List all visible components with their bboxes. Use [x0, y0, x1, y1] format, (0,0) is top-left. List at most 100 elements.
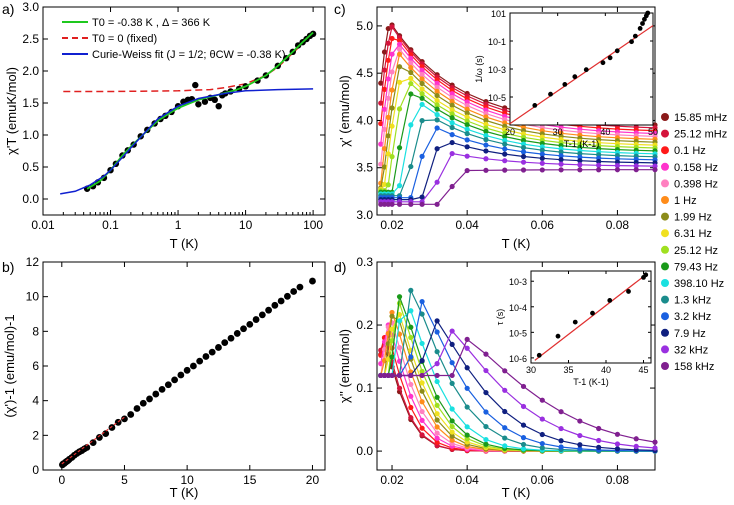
series-line-curie-weiss — [60, 88, 314, 195]
y-tick-label-d: 0.0 — [356, 444, 373, 458]
y-tick-label-c: 3.0 — [356, 208, 373, 222]
data-point-c-7 — [408, 75, 414, 81]
data-point-c-4 — [378, 161, 384, 167]
data-point-c-11 — [408, 163, 414, 170]
data-point-c-9 — [396, 145, 403, 151]
data-point-a — [195, 101, 202, 108]
series-line-t0-fit — [86, 31, 314, 190]
data-point-c-7 — [385, 151, 391, 157]
fit-line-b — [61, 416, 125, 465]
data-point-d-11 — [539, 445, 545, 451]
data-point-b — [177, 371, 185, 379]
x-axis-label-a: T (K) — [170, 236, 199, 251]
data-point-b — [139, 399, 147, 407]
data-point-c-15 — [396, 201, 403, 207]
series-line-c-9 — [380, 93, 656, 193]
inset-data-point-d — [555, 333, 561, 339]
data-point-c-8 — [434, 102, 440, 108]
legend-marker-14 — [661, 345, 669, 354]
x-tick-label-inset-c: 40 — [600, 127, 610, 137]
data-point-c-9 — [483, 128, 489, 135]
data-point-b — [190, 362, 197, 370]
legend-marker-7 — [661, 229, 669, 238]
data-point-c-14 — [502, 158, 508, 164]
legend-a-green-label: T0 = -0.38 K , Δ = 366 K — [92, 17, 211, 29]
data-point-c-14 — [483, 156, 489, 162]
data-point-b — [309, 277, 316, 285]
data-point-c-11 — [483, 137, 489, 143]
data-point-c-12 — [558, 153, 564, 159]
data-point-c-12 — [577, 154, 583, 160]
data-point-d-13 — [596, 444, 602, 450]
data-point-b — [258, 311, 266, 319]
data-point-c-15 — [381, 201, 388, 207]
x-tick-label-b: 15 — [243, 473, 257, 487]
data-point-c-7 — [389, 123, 395, 129]
data-point-d-14 — [596, 437, 602, 444]
legend-marker-11 — [661, 295, 669, 304]
x-axis-label-d: T (K) — [502, 485, 531, 500]
inset-fit-line-d — [534, 273, 648, 361]
inset-data-point-d — [626, 289, 631, 294]
data-point-d-13 — [419, 358, 425, 364]
data-point-b — [152, 390, 160, 398]
data-point-c-10 — [434, 112, 440, 118]
data-point-b — [158, 386, 166, 393]
data-point-d-4 — [434, 430, 440, 436]
inset-data-point-c — [572, 74, 578, 80]
inset-data-point-c — [632, 33, 638, 39]
y-tick-label-b: 4 — [32, 394, 39, 408]
data-point-c-3 — [408, 55, 414, 61]
data-point-d-15 — [389, 372, 395, 379]
data-point-c-11 — [434, 117, 440, 123]
legend-marker-3 — [661, 162, 669, 171]
data-point-d-10 — [396, 318, 403, 324]
data-point-c-4 — [434, 84, 440, 90]
data-point-d-11 — [502, 435, 508, 441]
data-point-d-4 — [396, 345, 403, 351]
legend-marker-8 — [661, 245, 669, 254]
data-point-c-15 — [378, 201, 384, 207]
data-point-c-4 — [449, 94, 455, 101]
data-point-b — [133, 405, 141, 412]
inset-x-label-d: T-1 (K-1) — [573, 377, 609, 387]
data-point-c-6 — [483, 117, 489, 124]
x-tick-label-b: 5 — [121, 473, 128, 487]
series-line-c-7 — [380, 77, 656, 190]
data-point-d-10 — [419, 340, 425, 347]
data-point-c-15 — [464, 167, 470, 174]
series-line-c-12 — [380, 127, 656, 199]
data-point-d-12 — [483, 409, 489, 415]
data-point-c-13 — [539, 155, 545, 161]
data-point-d-7 — [449, 429, 455, 435]
data-point-c-5 — [419, 76, 425, 82]
data-point-d-4 — [408, 381, 414, 388]
data-point-d-14 — [577, 432, 583, 439]
data-point-b — [240, 325, 247, 333]
data-point-d-9 — [464, 432, 470, 438]
data-point-d-14 — [434, 361, 440, 367]
legend-marker-10 — [661, 279, 669, 287]
data-point-c-13 — [520, 153, 527, 160]
data-point-c-3 — [464, 99, 470, 105]
data-point-a — [309, 30, 317, 38]
data-point-d-15 — [539, 397, 545, 403]
data-point-b — [183, 366, 191, 374]
data-point-d-15 — [464, 336, 470, 342]
data-point-c-13 — [434, 146, 440, 152]
x-tick-label-inset-c: 50 — [648, 127, 658, 137]
data-point-d-12 — [577, 446, 583, 452]
legend-label-8: 25.12 Hz — [674, 245, 718, 257]
data-point-c-3 — [449, 91, 455, 97]
y-tick-label-a: 1.5 — [22, 96, 39, 110]
inset-frame-c — [509, 12, 654, 126]
x-tick-label-inset-d: 40 — [601, 365, 611, 375]
data-point-b — [252, 316, 260, 323]
data-point-c-5 — [396, 51, 403, 57]
y-tick-label-c: 4.0 — [356, 113, 373, 127]
data-point-c-0 — [378, 80, 384, 86]
x-tick-label-inset-c: 20 — [505, 127, 515, 137]
legend-marker-5 — [661, 196, 669, 204]
panel-a: 0.01 0.1 1 10 100 0.0 0.5 1.0 1.5 2.0 2.5 3.0 T (K) χ… — [4, 0, 326, 251]
